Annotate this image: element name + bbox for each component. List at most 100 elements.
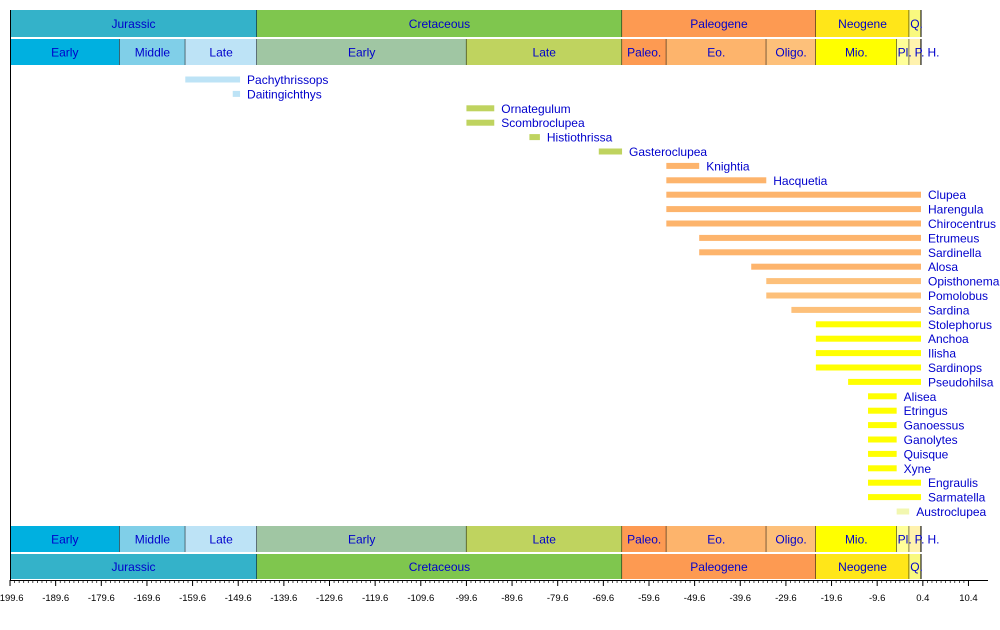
x-tick-label: 0.4: [916, 593, 929, 604]
period-bottom-label: Jurassic: [111, 560, 155, 574]
epoch-cell: [909, 39, 921, 65]
taxon-label: Etrumeus: [928, 231, 979, 245]
epoch-label: Late: [533, 46, 557, 60]
x-tick-label: -79.6: [547, 593, 569, 604]
epoch-label: Oligo.: [775, 46, 806, 60]
epoch-label: P.: [915, 46, 925, 60]
taxon-label: Anchoa: [928, 332, 969, 346]
taxon-range-bar: [666, 191, 921, 198]
epoch-bottom-label: Mio.: [845, 533, 868, 547]
x-tick-label: -69.6: [593, 593, 615, 604]
taxon-label: Harengula: [928, 203, 984, 217]
epoch-bottom-label: Paleo.: [627, 533, 661, 547]
taxon-label: Alisea: [904, 390, 937, 404]
epoch-cell: [10, 39, 120, 65]
epoch-cell: [896, 39, 910, 65]
epoch-label: Early: [51, 46, 78, 60]
x-tick-label: -179.6: [88, 593, 115, 604]
epoch-cell: [815, 39, 897, 65]
epoch-bottom-label: Pl.: [898, 533, 912, 547]
taxon-label: Etringus: [904, 404, 948, 418]
epoch-bottom-cell: [185, 526, 257, 552]
taxon-label: Sardinella: [928, 246, 982, 260]
x-tick-label: -9.6: [869, 593, 885, 604]
taxon-range-bar: [868, 494, 921, 501]
taxon-range-bar: [868, 450, 897, 457]
epoch-bottom-cell: [622, 526, 667, 552]
x-tick-label: -19.6: [821, 593, 843, 604]
epoch-bottom-cell: [666, 526, 767, 552]
x-tick-label: -39.6: [729, 593, 751, 604]
taxon-range-bar: [466, 105, 495, 112]
taxon-range-bar: [815, 321, 921, 328]
x-tick-label: -109.6: [407, 593, 434, 604]
taxon-range-bar: [868, 479, 921, 486]
x-tick-label: 10.4: [959, 593, 978, 604]
taxon-range-bar: [466, 119, 495, 126]
taxon-range-bar: [868, 422, 897, 429]
epoch-label: Pl.: [898, 46, 912, 60]
taxon-range-bar: [185, 76, 241, 83]
x-tick-label: -199.6: [0, 593, 23, 604]
x-tick-label: -189.6: [42, 593, 69, 604]
taxon-range-bar: [868, 393, 897, 400]
period-label: Neogene: [838, 17, 887, 31]
period-bottom-cell: [10, 554, 257, 579]
epoch-cell: [256, 39, 467, 65]
x-tick-label: -49.6: [684, 593, 706, 604]
taxon-label: Scombroclupea: [501, 116, 585, 130]
epoch-bottom-label: H.: [927, 533, 939, 547]
taxon-range-bar: [868, 407, 897, 414]
taxon-label: Clupea: [928, 188, 966, 202]
taxon-range-bar: [529, 134, 540, 141]
taxon-label: Austroclupea: [916, 505, 986, 519]
epoch-label: Early: [348, 46, 375, 60]
period-bottom-cell: [256, 554, 623, 579]
taxon-label: Xyne: [904, 462, 932, 476]
period-cell: [256, 10, 623, 37]
taxon-range-bar: [848, 378, 921, 385]
epoch-bottom-label: Oligo.: [775, 533, 806, 547]
taxon-label: Stolephorus: [928, 318, 992, 332]
period-bottom-label: Q.: [910, 560, 923, 574]
taxon-range-bar: [666, 177, 767, 184]
period-bottom-cell: [815, 554, 910, 579]
x-tick-label: -139.6: [270, 593, 297, 604]
period-label: Paleogene: [690, 17, 748, 31]
taxon-range-bar: [791, 306, 921, 313]
taxon-label: Sardinops: [928, 361, 982, 375]
period-cell: [815, 10, 910, 37]
epoch-bottom-cell: [119, 526, 186, 552]
taxon-range-bar: [699, 249, 921, 256]
taxon-label: Hacquetia: [773, 174, 827, 188]
x-tick-label: -129.6: [316, 593, 343, 604]
taxon-label: Pseudohilsa: [928, 375, 994, 389]
taxon-label: Engraulis: [928, 476, 978, 490]
epoch-cell: [185, 39, 257, 65]
taxon-label: Pomolobus: [928, 289, 988, 303]
epoch-bottom-label: P.: [915, 533, 925, 547]
taxon-label: Ganoessus: [904, 419, 965, 433]
epoch-bottom-label: Late: [533, 533, 557, 547]
epoch-label: Middle: [135, 46, 171, 60]
epoch-cell: [766, 39, 816, 65]
x-tick-label: -149.6: [225, 593, 252, 604]
taxon-range-bar: [699, 234, 921, 241]
taxon-label: Ilisha: [928, 347, 956, 361]
taxon-label: Sarmatella: [928, 491, 986, 505]
epoch-label: H.: [927, 46, 939, 60]
taxon-label: Opisthonema: [928, 275, 1000, 289]
epoch-bottom-label: Early: [348, 533, 375, 547]
period-cell: [10, 10, 257, 37]
period-bottom-cell: [622, 554, 816, 579]
epoch-bottom-label: Middle: [135, 533, 171, 547]
taxon-range-bar: [232, 90, 241, 97]
period-label: Cretaceous: [409, 17, 470, 31]
taxon-range-bar: [766, 278, 921, 285]
taxon-range-bar: [666, 220, 921, 227]
taxon-range-bar: [751, 263, 921, 270]
taxon-range-bar: [766, 292, 921, 299]
epoch-bottom-cell: [466, 526, 623, 552]
epoch-bottom-label: Late: [209, 533, 233, 547]
